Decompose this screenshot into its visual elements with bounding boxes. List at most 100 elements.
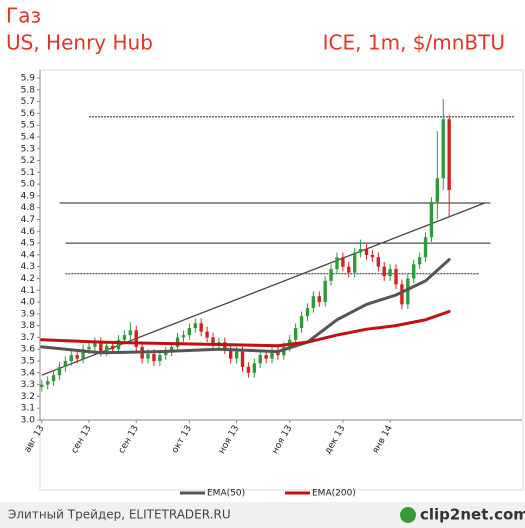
candle-body: [40, 384, 44, 387]
candle-body: [412, 264, 416, 279]
candle-body: [116, 339, 121, 350]
candle-body: [376, 257, 381, 267]
y-tick-label: 3.1: [21, 404, 35, 414]
candle-body: [394, 269, 398, 285]
candle-body: [87, 346, 91, 350]
candle-body: [57, 366, 62, 376]
y-tick-label: 3.9: [21, 309, 36, 319]
candle-body: [347, 266, 351, 273]
candle-body: [305, 307, 310, 317]
y-tick-label: 5.0: [21, 180, 36, 190]
logo-text: clip2net.com: [420, 506, 525, 524]
candle-body: [158, 355, 162, 362]
y-tick-label: 5.7: [21, 97, 35, 107]
candle-body: [110, 345, 115, 350]
y-tick-label: 4.6: [21, 227, 36, 237]
candle-body: [447, 119, 451, 191]
candle-body: [258, 355, 262, 364]
y-tick-label: 5.9: [21, 74, 36, 84]
legend-label: EMA(50): [207, 489, 245, 499]
candle-body: [388, 269, 392, 277]
candle-body: [329, 269, 333, 281]
y-tick-label: 5.1: [21, 168, 35, 178]
legend-label: EMA(200): [312, 489, 356, 499]
candle-body: [252, 363, 257, 373]
y-tick-label: 4.1: [21, 286, 35, 296]
y-tick-label: 4.5: [21, 239, 35, 249]
candle-body: [276, 351, 280, 356]
candle-body: [441, 119, 445, 179]
candle-body: [51, 375, 56, 382]
candle-body: [69, 355, 73, 362]
y-tick-label: 3.0: [21, 416, 36, 426]
candle-body: [99, 342, 103, 352]
y-tick-label: 5.8: [21, 85, 36, 95]
candle-body: [229, 349, 233, 359]
candle-body: [169, 346, 174, 352]
candle-body: [270, 351, 274, 359]
y-tick-label: 5.5: [21, 121, 35, 131]
y-tick-label: 4.7: [21, 215, 35, 225]
footer-text: Элитный Трейдер, ELITETRADER.RU: [8, 508, 231, 522]
candle-body: [105, 345, 109, 352]
candle-body: [234, 351, 239, 359]
candle-body: [211, 337, 215, 345]
candle-body: [264, 355, 268, 359]
y-tick-label: 3.3: [21, 380, 35, 390]
y-tick-label: 3.8: [21, 321, 36, 331]
candle-body: [63, 361, 68, 367]
candle-body: [122, 335, 127, 340]
candle-body: [382, 266, 386, 277]
y-tick-label: 4.2: [21, 274, 35, 284]
candle-body: [364, 249, 369, 255]
candle-body: [134, 330, 138, 347]
candle-body: [335, 257, 339, 270]
chart-title: Газ: [6, 4, 41, 28]
candle-body: [175, 337, 180, 347]
source-label: ICE, 1m, $/mnBTU: [323, 31, 505, 55]
trendline: [41, 202, 485, 376]
candle-body: [293, 328, 298, 340]
candle-body: [435, 178, 440, 202]
candle-body: [193, 323, 197, 329]
candle-body: [45, 381, 50, 385]
footer-bar: [0, 502, 525, 528]
candle-body: [164, 351, 168, 356]
candle-body: [299, 316, 304, 329]
y-tick-label: 4.0: [21, 298, 36, 308]
y-tick-label: 5.6: [21, 109, 36, 119]
candle-body: [323, 280, 327, 303]
candle-body: [352, 252, 357, 273]
y-tick-label: 4.3: [21, 262, 35, 272]
candle-body: [240, 351, 245, 367]
candle-body: [81, 349, 85, 359]
y-tick-label: 4.4: [21, 250, 36, 260]
y-tick-label: 3.6: [21, 345, 36, 355]
candle-body: [199, 323, 203, 332]
candle-body: [75, 355, 79, 359]
candle-body: [128, 330, 133, 336]
y-tick-label: 3.2: [21, 392, 35, 402]
chart-subtitle: US, Henry Hub: [6, 31, 153, 55]
candle-body: [358, 249, 363, 253]
candle-body: [423, 237, 428, 258]
y-tick-label: 5.4: [21, 132, 36, 142]
y-tick-label: 5.2: [21, 156, 35, 166]
y-tick-label: 3.4: [21, 368, 36, 378]
candle-body: [370, 254, 375, 258]
candle-body: [246, 366, 251, 373]
ema-line: [40, 310, 451, 348]
y-tick-label: 4.8: [21, 203, 36, 213]
candle-body: [93, 342, 97, 347]
candle-body: [400, 284, 404, 305]
candle-body: [429, 201, 434, 238]
candle-body: [187, 328, 192, 336]
y-tick-label: 4.9: [21, 191, 36, 201]
y-tick-label: 3.5: [21, 357, 35, 367]
y-tick-label: 5.3: [21, 144, 35, 154]
logo-icon: [400, 507, 416, 523]
candle-body: [205, 331, 209, 338]
candle-body: [146, 353, 150, 359]
